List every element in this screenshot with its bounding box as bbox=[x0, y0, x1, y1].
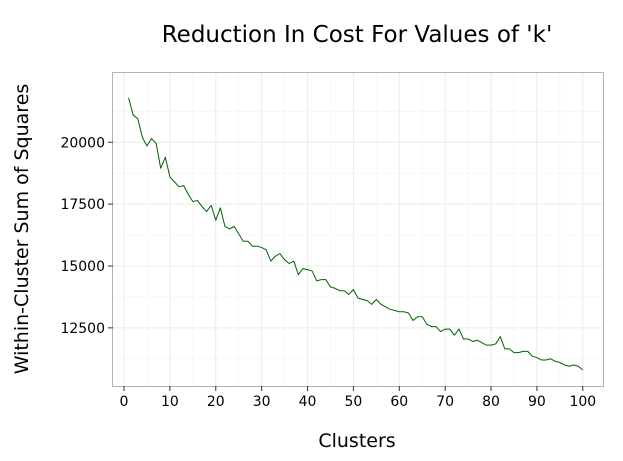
x-tick-label: 60 bbox=[390, 394, 408, 410]
y-axis-title: Within-Cluster Sum of Squares bbox=[11, 84, 33, 375]
y-tick-label: 12500 bbox=[60, 321, 105, 337]
x-tick-label: 70 bbox=[436, 394, 454, 410]
x-axis-title: Clusters bbox=[318, 430, 395, 452]
x-tick-label: 90 bbox=[528, 394, 546, 410]
x-tick-label: 30 bbox=[253, 394, 271, 410]
series-line-wcss bbox=[128, 97, 584, 371]
x-tick-label: 100 bbox=[569, 394, 596, 410]
x-tick-label: 20 bbox=[207, 394, 225, 410]
panel-border bbox=[112, 72, 604, 387]
x-tick-label: 0 bbox=[120, 394, 129, 410]
x-axis: 0 10 20 30 40 50 60 70 80 90 100 bbox=[120, 386, 596, 410]
x-tick-label: 80 bbox=[482, 394, 500, 410]
y-tick-label: 15000 bbox=[60, 259, 105, 275]
plot-panel bbox=[112, 72, 604, 387]
y-tick-label: 20000 bbox=[60, 135, 105, 151]
y-axis: 12500 15000 17500 20000 bbox=[60, 135, 113, 337]
x-tick-label: 50 bbox=[344, 394, 362, 410]
minor-grid bbox=[113, 73, 603, 386]
chart-title: Reduction In Cost For Values of 'k' bbox=[162, 22, 553, 48]
major-grid bbox=[113, 73, 603, 386]
x-tick-label: 40 bbox=[299, 394, 317, 410]
x-tick-label: 10 bbox=[161, 394, 179, 410]
y-tick-label: 17500 bbox=[60, 197, 105, 213]
